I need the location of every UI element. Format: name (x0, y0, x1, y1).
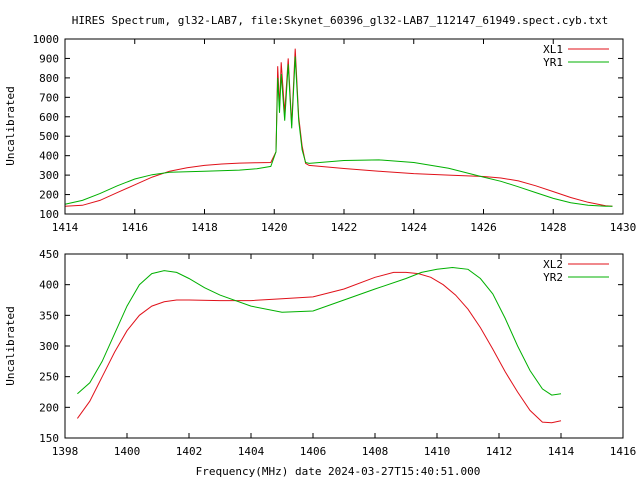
y-tick-label: 800 (39, 72, 59, 85)
x-tick-label: 1398 (52, 445, 79, 458)
y-tick-label: 300 (39, 340, 59, 353)
x-tick-label: 1412 (486, 445, 513, 458)
x-tick-label: 1420 (261, 221, 288, 234)
y-tick-label: 150 (39, 432, 59, 445)
x-tick-label: 1418 (191, 221, 218, 234)
x-tick-label: 1414 (548, 445, 575, 458)
y-tick-label: 300 (39, 169, 59, 182)
x-tick-label: 1404 (238, 445, 265, 458)
y-tick-label: 450 (39, 248, 59, 261)
series-line-yr1 (64, 56, 613, 207)
series-line-xl1 (64, 48, 613, 207)
x-tick-label: 1424 (401, 221, 428, 234)
y-axis-label: Uncalibrated (4, 306, 17, 385)
top-panel: 1414 1416 1418 1420 1422 1424 1426 1428 1430 100 2… (4, 33, 636, 234)
y-tick-label: 900 (39, 52, 59, 65)
y-axis-label: Uncalibrated (4, 86, 17, 165)
plot-frame (64, 253, 624, 439)
chart-title: HIRES Spectrum, gl32-LAB7, file:Skynet_6… (72, 14, 608, 27)
x-tick-label: 1402 (176, 445, 203, 458)
y-tick-label: 400 (39, 150, 59, 163)
x-tick-label: 1422 (331, 221, 358, 234)
y-tick-label: 350 (39, 309, 59, 322)
y-tick-label: 100 (39, 208, 59, 221)
y-tick-label: 1000 (33, 33, 60, 46)
x-tick-label: 1426 (470, 221, 497, 234)
legend-label-yr1: YR1 (543, 56, 563, 69)
y-tick-label: 600 (39, 111, 59, 124)
legend-label-yr2: YR2 (543, 271, 563, 284)
plot-frame (64, 38, 624, 215)
x-tick-label: 1414 (52, 221, 79, 234)
x-tick-label: 1410 (424, 445, 451, 458)
series-line-yr2 (77, 266, 562, 396)
y-tick-label: 250 (39, 371, 59, 384)
y-tick-label: 700 (39, 91, 59, 104)
x-axis-label: Frequency(MHz) date 2024-03-27T15:40:51.… (196, 465, 481, 478)
bottom-panel: 1398 1400 1402 1404 1406 1408 1410 1412 1414 1416… (4, 248, 636, 458)
legend-label-xl2: XL2 (543, 258, 563, 271)
x-tick-label: 1428 (540, 221, 567, 234)
x-tick-label: 1416 (610, 445, 637, 458)
x-tick-label: 1400 (114, 445, 141, 458)
x-tick-label: 1430 (610, 221, 637, 234)
y-tick-label: 200 (39, 401, 59, 414)
x-tick-label: 1416 (122, 221, 149, 234)
legend-label-xl1: XL1 (543, 43, 563, 56)
series-line-xl2 (76, 271, 562, 424)
x-tick-label: 1408 (362, 445, 389, 458)
x-tick-label: 1406 (300, 445, 327, 458)
y-tick-label: 500 (39, 130, 59, 143)
y-tick-label: 200 (39, 189, 59, 202)
y-tick-label: 400 (39, 279, 59, 292)
